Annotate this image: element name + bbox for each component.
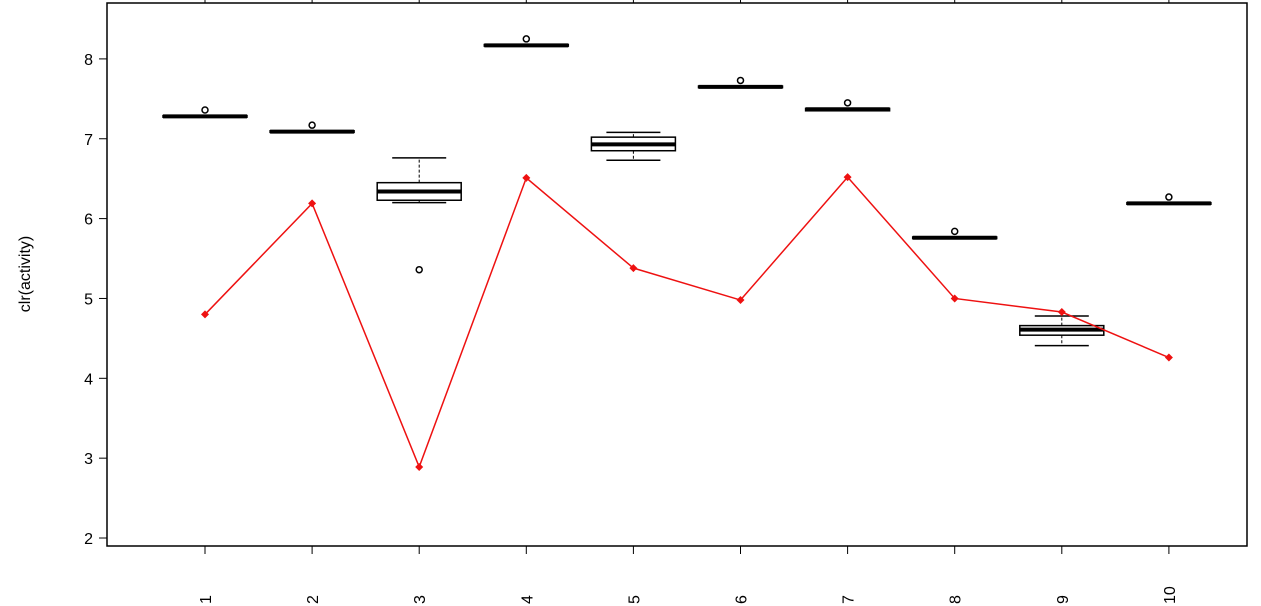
y-axis-label: clr(activity) bbox=[17, 236, 34, 312]
x-tick-label: 4 bbox=[519, 595, 536, 604]
box-outlier bbox=[843, 99, 852, 107]
line-point bbox=[522, 173, 531, 182]
y-tick-label: 6 bbox=[84, 212, 93, 229]
box-outlier bbox=[1165, 193, 1173, 201]
box-outlier bbox=[201, 106, 209, 114]
y-tick-label: 2 bbox=[84, 531, 93, 548]
line-point bbox=[1057, 308, 1066, 317]
y-tick-label: 7 bbox=[84, 132, 93, 149]
box-outlier bbox=[736, 76, 745, 85]
plot-frame bbox=[106, 2, 1248, 547]
line-point bbox=[736, 296, 745, 305]
box-8 bbox=[911, 227, 998, 240]
y-tick-label: 8 bbox=[84, 52, 93, 69]
y-axis: 2 3 4 5 6 7 8 bbox=[84, 52, 107, 548]
box-1 bbox=[162, 106, 248, 119]
x-tick-label: 3 bbox=[412, 595, 429, 604]
box-outlier bbox=[415, 265, 423, 274]
x-tick-label: 9 bbox=[1055, 595, 1072, 604]
line-point bbox=[950, 294, 959, 303]
line-point bbox=[843, 173, 852, 182]
box-3 bbox=[376, 157, 462, 274]
x-tick-label: 10 bbox=[1162, 586, 1179, 604]
y-tick-label: 3 bbox=[84, 451, 93, 468]
box-5 bbox=[590, 131, 677, 162]
box-9 bbox=[1019, 315, 1105, 347]
line-series bbox=[201, 173, 1173, 471]
box-10 bbox=[1126, 193, 1212, 206]
x-tick-label: 2 bbox=[305, 595, 322, 604]
x-tick-label: 1 bbox=[198, 595, 215, 604]
box-2 bbox=[269, 121, 355, 134]
line-point bbox=[1164, 353, 1173, 362]
box-outlier bbox=[522, 35, 531, 43]
box-group bbox=[162, 35, 1212, 347]
line-series-path bbox=[204, 175, 1170, 470]
line-point bbox=[415, 462, 424, 471]
x-tick-label: 5 bbox=[626, 595, 643, 604]
box-outlier bbox=[308, 121, 316, 129]
y-tick-label: 4 bbox=[84, 371, 93, 388]
x-axis: 1 2 3 4 5 6 7 8 9 10 bbox=[198, 546, 1179, 604]
top-ticks bbox=[204, 0, 1170, 3]
x-tick-label: 8 bbox=[948, 595, 965, 604]
box-outlier bbox=[950, 227, 959, 236]
y-tick-label: 5 bbox=[84, 291, 93, 308]
line-point bbox=[308, 199, 317, 208]
box-6 bbox=[697, 76, 784, 89]
x-tick-label: 7 bbox=[841, 595, 858, 604]
line-point bbox=[629, 264, 638, 273]
x-tick-label: 6 bbox=[734, 595, 751, 604]
line-point bbox=[201, 310, 209, 319]
box-7 bbox=[804, 99, 891, 112]
box-4 bbox=[483, 35, 570, 48]
